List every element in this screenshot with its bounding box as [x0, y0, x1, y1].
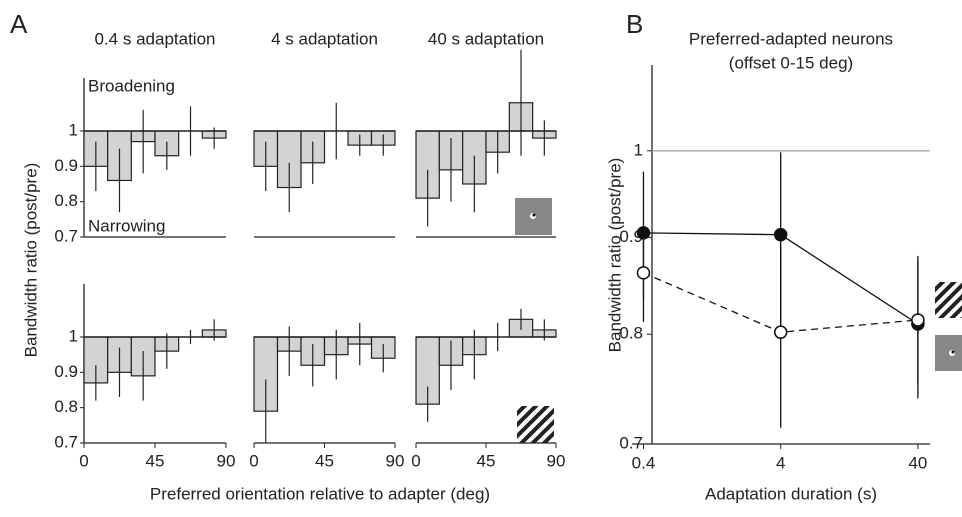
y-tick-label: 0.7	[619, 433, 643, 452]
y-tick-label: 0.7	[54, 432, 78, 451]
y-tick-label: 0.7	[54, 226, 78, 245]
stimulus-icon	[517, 282, 962, 443]
annotation: Broadening	[88, 76, 175, 95]
y-tick-label: 0.9	[54, 362, 78, 381]
y-axis-label: Bandwidth ratio (post/pre)	[605, 158, 624, 353]
subplot-title: 4 s adaptation	[271, 29, 378, 48]
x-axis-label: Preferred orientation relative to adapte…	[150, 484, 490, 503]
chart-title: (offset 0-15 deg)	[729, 53, 853, 72]
x-tick-label: 0	[79, 451, 88, 470]
y-tick-label: 0.8	[619, 324, 643, 343]
y-tick-label: 0.9	[54, 156, 78, 175]
annotation: Narrowing	[88, 216, 165, 235]
subplot-title: 40 s adaptation	[428, 29, 544, 48]
panel-label: B	[626, 9, 643, 39]
marker	[636, 266, 651, 280]
x-tick-label: 0	[411, 451, 420, 470]
stimulus-icon	[515, 198, 552, 235]
chart-title: Preferred-adapted neurons	[689, 29, 893, 48]
x-tick-label: 90	[386, 451, 405, 470]
y-tick-label: 0.8	[54, 397, 78, 416]
x-tick-label: 45	[146, 451, 165, 470]
x-tick-label: 4	[776, 453, 785, 472]
y-axis-label: Bandwidth ratio (post/pre)	[21, 163, 40, 358]
y-tick-label: 0.8	[54, 191, 78, 210]
x-axis-label: Adaptation duration (s)	[705, 484, 877, 503]
marker	[773, 325, 788, 339]
x-tick-label: 40	[908, 453, 927, 472]
marker	[773, 227, 788, 242]
x-tick-label: 0	[249, 451, 258, 470]
y-tick-label: 1	[634, 140, 643, 159]
y-tick-label: 1	[69, 326, 78, 345]
panel-label: A	[10, 9, 28, 39]
y-tick-label: 1	[69, 120, 78, 139]
x-tick-label: 90	[547, 451, 566, 470]
x-tick-label: 45	[477, 451, 496, 470]
marker	[911, 313, 925, 327]
x-tick-label: 0.4	[632, 453, 656, 472]
x-tick-label: 45	[315, 451, 334, 470]
subplot-title: 0.4 s adaptation	[95, 29, 216, 48]
x-tick-label: 90	[217, 451, 236, 470]
